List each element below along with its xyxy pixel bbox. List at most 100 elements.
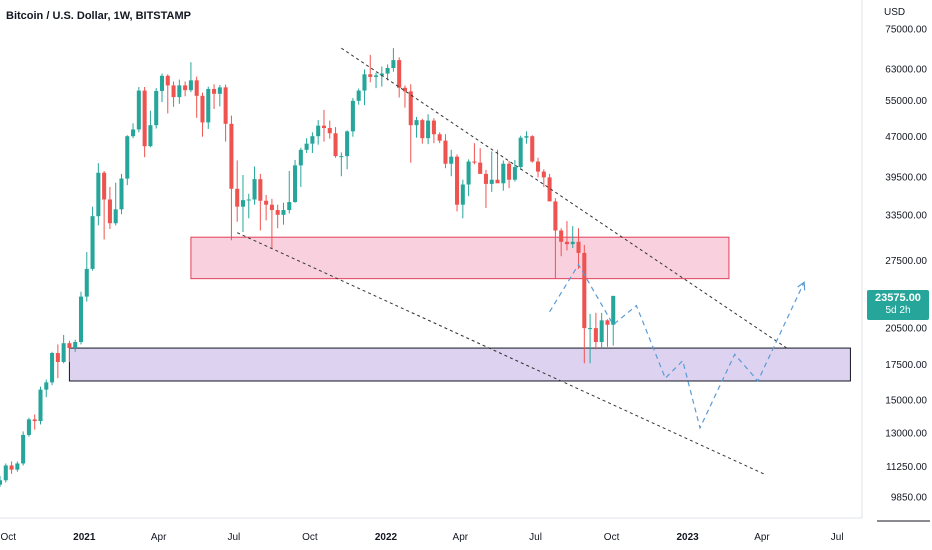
candle-body: [455, 156, 460, 205]
candle: [431, 118, 436, 144]
candle: [449, 149, 454, 177]
candle: [96, 163, 101, 226]
candle-body: [333, 133, 338, 157]
candle-body: [183, 85, 188, 91]
candle: [200, 92, 205, 137]
candle: [576, 228, 581, 269]
candle: [466, 159, 471, 197]
candle-body: [408, 91, 413, 126]
y-tick-label: 47000.00: [885, 132, 927, 143]
y-tick-label: 13000.00: [885, 429, 927, 440]
candle: [455, 154, 460, 212]
candle: [408, 84, 413, 163]
candle-body: [148, 125, 153, 147]
x-axis[interactable]: Oct 2021 Apr Jul Oct 2022 Apr Jul Oct 2023 Apr Jul: [0, 532, 843, 543]
candle-body: [460, 184, 465, 205]
candle: [298, 147, 303, 187]
candle: [414, 116, 419, 138]
candle: [9, 461, 14, 474]
candle: [547, 173, 552, 202]
candle-body: [44, 382, 49, 390]
candle-body: [136, 90, 141, 130]
candle: [362, 69, 367, 106]
candles-layer: [0, 48, 616, 487]
candle-body: [212, 88, 217, 94]
candle-body: [61, 343, 66, 362]
candle: [426, 114, 431, 145]
candle-body: [443, 140, 448, 164]
candle: [142, 86, 147, 158]
candle: [356, 88, 361, 105]
candle: [333, 127, 338, 158]
candle-body: [449, 156, 454, 164]
candle: [420, 118, 425, 144]
candle: [327, 120, 332, 139]
candle-body: [159, 75, 165, 91]
candle-body: [84, 268, 89, 297]
candle: [304, 138, 309, 153]
candle: [26, 417, 31, 437]
y-tick-label: 33500.00: [885, 210, 927, 221]
candle: [38, 386, 43, 425]
candle-body: [223, 87, 228, 124]
candle-body: [327, 128, 332, 134]
candle: [159, 73, 165, 103]
candle: [84, 252, 89, 302]
candle-body: [142, 90, 147, 147]
candle: [229, 115, 234, 241]
candle: [223, 84, 228, 142]
candle: [293, 159, 298, 203]
candle: [350, 97, 355, 137]
candle-body: [518, 137, 523, 168]
chart-title: Bitcoin / U.S. Dollar, 1W, BITSTAMP: [6, 10, 191, 22]
current-price-badge: 23575.00 5d 2h: [867, 290, 929, 320]
candle-body: [73, 342, 78, 349]
candle: [246, 193, 251, 219]
candle-body: [420, 120, 425, 139]
candle-body: [102, 172, 107, 200]
candle: [472, 143, 477, 165]
y-axis[interactable]: 75000.00 63000.00 55000.00 47000.00 39500.00…: [885, 24, 927, 503]
candle-body: [281, 210, 286, 215]
x-tick-label: Jul: [529, 532, 542, 543]
candle-body: [165, 75, 170, 86]
candle: [437, 132, 442, 144]
candle: [171, 81, 176, 107]
candle-body: [478, 162, 483, 174]
lower-trendline: [236, 232, 764, 475]
candle: [67, 340, 72, 362]
candle: [240, 175, 246, 232]
candle-body: [275, 210, 280, 215]
candle-body: [3, 465, 8, 481]
candle: [102, 171, 107, 240]
candle: [269, 198, 274, 249]
candle-body: [258, 179, 263, 201]
y-tick-label: 55000.00: [885, 96, 927, 107]
candle: [559, 228, 564, 257]
candle-body: [217, 87, 222, 94]
y-tick-label: 20500.00: [885, 324, 927, 335]
y-tick-label: 63000.00: [885, 65, 927, 76]
candle: [119, 173, 124, 215]
candle-body: [356, 90, 361, 101]
candle-body: [235, 188, 240, 207]
candle: [148, 110, 153, 148]
candle: [212, 84, 217, 109]
candle: [593, 312, 598, 350]
candle-body: [426, 120, 431, 139]
trendlines-layer: [236, 47, 806, 475]
candle: [281, 202, 286, 225]
candle-body: [530, 136, 535, 162]
candle-body: [21, 434, 26, 464]
candle-body: [240, 200, 246, 207]
candle: [0, 475, 3, 487]
candle-body: [345, 131, 350, 157]
candle-body: [414, 120, 419, 126]
candle-body: [512, 167, 517, 180]
candle: [530, 135, 535, 163]
candle-body: [368, 74, 373, 77]
candle-body: [206, 88, 211, 123]
candle: [524, 131, 529, 144]
candle: [275, 204, 280, 229]
